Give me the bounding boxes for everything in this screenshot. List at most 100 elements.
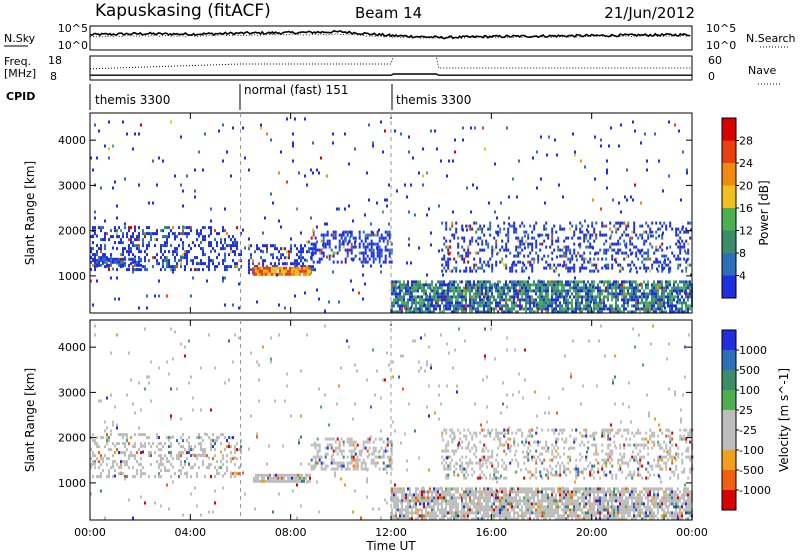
scatter-cell [585, 514, 587, 518]
scatter-cell [257, 269, 259, 273]
scatter-cell [479, 266, 482, 270]
scatter-cell [531, 301, 533, 305]
scatter-cell [100, 229, 102, 233]
scatter-cell [515, 263, 518, 267]
scatter-cell [178, 226, 180, 230]
scatter-cell [449, 251, 452, 255]
scatter-cell [230, 451, 232, 455]
scatter-cell [376, 248, 379, 252]
scatter-cell [430, 243, 432, 247]
scatter-cell [100, 244, 102, 248]
scatter-cell [553, 286, 555, 290]
scatter-cell [423, 298, 425, 302]
scatter-cell [382, 452, 385, 456]
scatter-cell [533, 298, 535, 302]
scatter-cell [182, 232, 184, 236]
scatter-cell [262, 265, 264, 269]
scatter-cell [571, 502, 573, 506]
scatter-cell [94, 454, 96, 458]
scatter-cell [571, 517, 573, 521]
scatter-cell [445, 289, 447, 293]
scatter-cell [138, 183, 140, 187]
scatter-cell [529, 224, 532, 228]
scatter-cell [499, 514, 501, 518]
scatter-cell [120, 241, 122, 245]
scatter-cell [90, 247, 92, 251]
scatter-cell [681, 295, 683, 299]
scatter-cell [200, 262, 202, 266]
scatter-cell [294, 294, 296, 298]
scatter-cell [513, 289, 515, 293]
scatter-cell [126, 250, 128, 254]
scatter-cell [312, 171, 314, 175]
scatter-cell [679, 298, 681, 302]
scatter-cell [184, 232, 186, 236]
scatter-cell [204, 454, 206, 458]
scatter-cell [591, 487, 593, 491]
scatter-cell [650, 234, 652, 238]
scatter-cell [178, 232, 180, 236]
scatter-cell [529, 517, 531, 521]
scatter-cell [310, 458, 313, 462]
scatter-cell [419, 298, 421, 302]
scatter-cell [499, 487, 501, 491]
scatter-cell [386, 248, 389, 252]
scatter-cell [384, 129, 386, 133]
scatter-cell [481, 496, 483, 500]
scatter-cell [332, 437, 335, 441]
scatter-cell [488, 201, 490, 205]
scatter-cell [415, 286, 417, 290]
scatter-cell [378, 248, 381, 252]
scatter-cell [523, 286, 525, 290]
scatter-cell [583, 511, 585, 515]
scatter-cell [158, 156, 160, 160]
scatter-cell [551, 307, 553, 311]
scatter-cell [397, 517, 399, 521]
scatter-cell [669, 301, 671, 305]
scatter-cell [687, 286, 689, 290]
scatter-cell [451, 514, 453, 518]
scatter-cell [501, 496, 503, 500]
scatter-cell [581, 254, 584, 258]
scatter-cell [653, 304, 655, 308]
scatter-cell [653, 251, 656, 255]
scatter-cell [230, 244, 232, 248]
scatter-cell [549, 263, 552, 267]
scatter-cell [690, 228, 692, 232]
scatter-cell [655, 292, 657, 296]
scatter-cell [350, 279, 352, 283]
scatter-cell [529, 286, 531, 290]
scatter-cell [527, 499, 529, 503]
scatter-cell [507, 289, 509, 293]
scatter-cell [316, 452, 319, 456]
scatter-cell [601, 517, 603, 521]
scatter-cell [661, 224, 664, 228]
power-ylabel: Slant Range [km] [23, 161, 37, 265]
scatter-cell [190, 226, 192, 230]
scatter-cell [236, 448, 238, 452]
scatter-cell [302, 250, 304, 254]
scatter-cell [511, 266, 514, 270]
scatter-cell [663, 266, 666, 270]
scatter-cell [615, 286, 617, 290]
scatter-cell [250, 253, 252, 257]
scatter-cell [401, 289, 403, 293]
scatter-cell [528, 276, 530, 280]
scatter-cell [455, 508, 457, 512]
scatter-cell [615, 496, 617, 500]
scatter-cell [657, 280, 659, 284]
scatter-cell [643, 307, 645, 311]
scatter-cell [668, 174, 670, 178]
scatter-cell [495, 298, 497, 302]
scatter-cell [557, 286, 559, 290]
scatter-cell [599, 292, 601, 296]
scatter-cell [449, 239, 452, 243]
scatter-cell [640, 282, 642, 286]
scatter-cell [509, 310, 511, 314]
scatter-cell [364, 251, 367, 255]
scatter-cell [92, 226, 94, 230]
scatter-cell [632, 120, 634, 124]
scatter-cell [593, 257, 596, 261]
scatter-cell [316, 443, 319, 447]
scatter-cell [491, 286, 493, 290]
